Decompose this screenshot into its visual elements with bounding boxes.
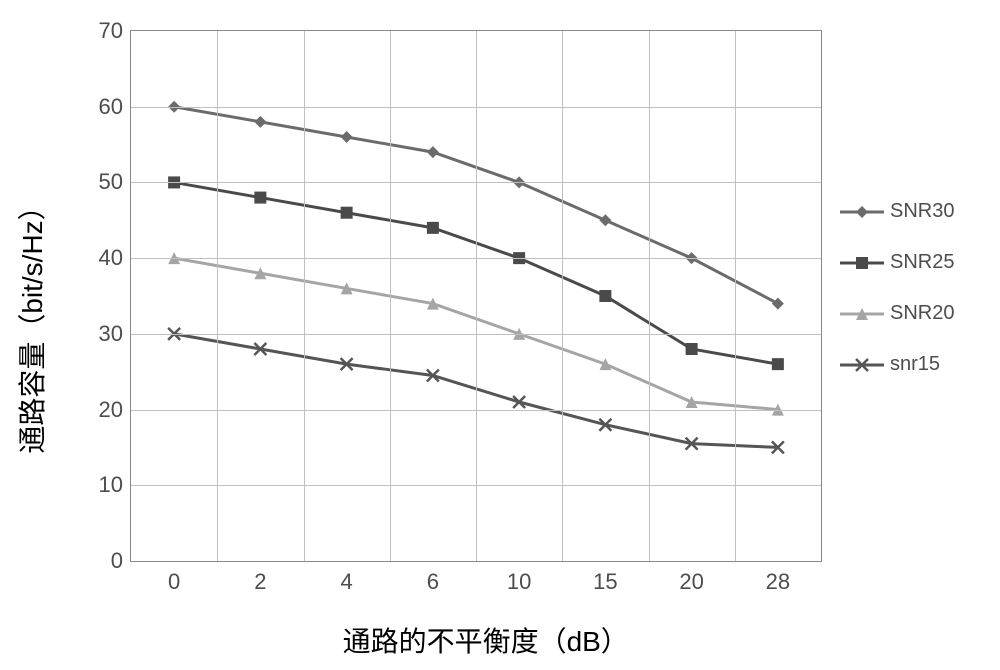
- series-marker: [686, 343, 698, 355]
- y-tick-label: 50: [99, 169, 123, 195]
- x-tick-label: 20: [679, 569, 703, 595]
- y-tick-label: 70: [99, 18, 123, 44]
- series-marker: [599, 214, 611, 226]
- legend-label: snr15: [890, 353, 940, 376]
- x-tick-label: 2: [254, 569, 266, 595]
- y-tick-label: 20: [99, 397, 123, 423]
- grid-line-v: [217, 31, 218, 561]
- legend-swatch: [840, 304, 884, 324]
- legend-swatch: [840, 355, 884, 375]
- series-marker: [772, 298, 784, 310]
- x-tick-label: 15: [593, 569, 617, 595]
- series-marker: [599, 290, 611, 302]
- grid-line-v: [390, 31, 391, 561]
- series-marker: [254, 192, 266, 204]
- y-tick-label: 40: [99, 245, 123, 271]
- x-tick-label: 28: [766, 569, 790, 595]
- series-marker: [254, 116, 266, 128]
- series-marker: [341, 131, 353, 143]
- series-marker: [341, 207, 353, 219]
- legend-item: snr15: [840, 353, 954, 376]
- chart-container: 通路容量（bit/s/Hz） 通路的不平衡度（dB） 0102030405060…: [0, 0, 1000, 670]
- legend-item: SNR20: [840, 302, 954, 325]
- legend-label: SNR30: [890, 200, 954, 223]
- grid-line-v: [735, 31, 736, 561]
- x-tick-label: 0: [168, 569, 180, 595]
- legend-label: SNR20: [890, 302, 954, 325]
- legend-item: SNR25: [840, 251, 954, 274]
- legend-label: SNR25: [890, 251, 954, 274]
- series-marker: [427, 222, 439, 234]
- legend: SNR30 SNR25 SNR20 snr15: [840, 200, 954, 404]
- grid-line-v: [476, 31, 477, 561]
- legend-swatch: [840, 202, 884, 222]
- y-tick-label: 60: [99, 94, 123, 120]
- x-tick-label: 10: [507, 569, 531, 595]
- grid-line-v: [304, 31, 305, 561]
- plot-area: 010203040506070024610152028: [130, 30, 822, 562]
- x-axis-title: 通路的不平衡度（dB）: [343, 620, 629, 660]
- y-axis-title: 通路容量（bit/s/Hz）: [11, 192, 51, 453]
- legend-swatch: [840, 253, 884, 273]
- y-tick-label: 0: [111, 548, 123, 574]
- series-marker: [427, 146, 439, 158]
- series-marker: [772, 358, 784, 370]
- grid-line-v: [562, 31, 563, 561]
- x-tick-label: 6: [427, 569, 439, 595]
- grid-line-v: [649, 31, 650, 561]
- legend-item: SNR30: [840, 200, 954, 223]
- y-tick-label: 10: [99, 472, 123, 498]
- x-tick-label: 4: [341, 569, 353, 595]
- y-tick-label: 30: [99, 321, 123, 347]
